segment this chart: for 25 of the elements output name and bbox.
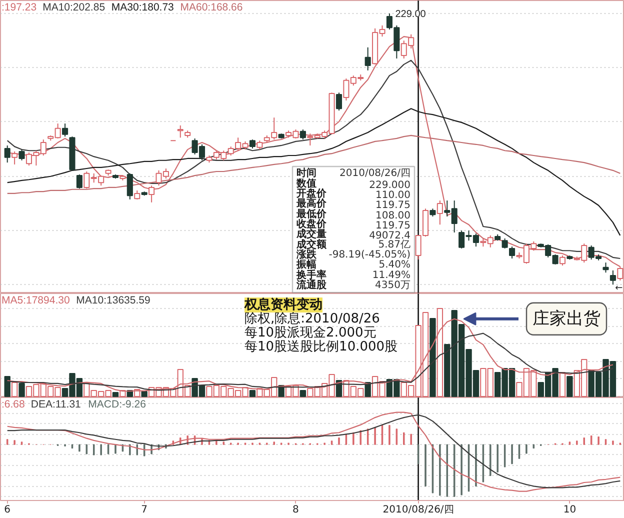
text: 时间 2010/08/26/四 xyxy=(296,168,411,180)
text: 涨跌 -98.19(-45.05%) xyxy=(296,249,411,260)
x-tick-label: 10 xyxy=(563,504,576,516)
text: MA10:202.85 xyxy=(42,2,106,14)
x-tick-label: 2010/08/26/四 xyxy=(382,504,454,516)
text: MACD:-9.26 xyxy=(88,398,146,410)
text: MA60:168.66 xyxy=(180,2,243,14)
x-tick-label: 8 xyxy=(292,504,299,516)
annotation: ← xyxy=(615,284,624,294)
series-label: DEA:11.31 xyxy=(30,398,82,410)
text: MA30:180.73 xyxy=(111,2,174,14)
x-tick-label: 7 xyxy=(141,504,148,516)
annotation: 权息资料变动 xyxy=(244,296,322,312)
annotation: 除权,除息:2010/08/26 xyxy=(244,312,380,326)
annotation: 每10股派现金2.000元 xyxy=(244,326,376,340)
x-tick-label: 6 xyxy=(4,504,11,516)
series-label: :6.68 xyxy=(2,398,26,410)
text: MA5:17894.30 xyxy=(2,294,70,306)
annotation: 每10股送股比例10.000股 xyxy=(244,340,398,354)
text: 流通股 4350万 xyxy=(296,280,411,291)
annotation: 庄家出货 xyxy=(532,308,600,329)
annotation: 229.00 xyxy=(395,9,426,20)
text: 换手率 11.49% xyxy=(296,270,411,281)
text: MA10:13635.59 xyxy=(76,294,150,306)
text: :197.23 xyxy=(2,2,37,14)
